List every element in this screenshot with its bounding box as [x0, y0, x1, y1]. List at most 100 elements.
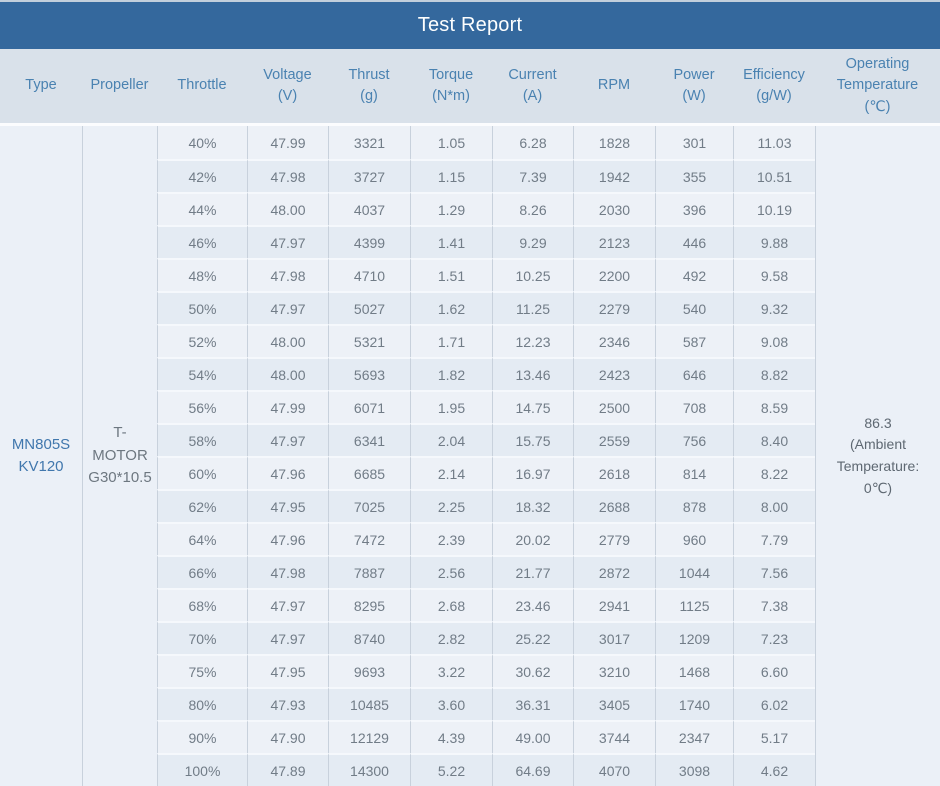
cell-throttle: 60%: [157, 456, 247, 489]
column-header-current: Current (A): [492, 49, 573, 123]
column-header-voltage: Voltage (V): [247, 49, 328, 123]
cell-torque: 3.60: [410, 687, 492, 720]
operating-temperature-line: 86.3: [864, 414, 892, 431]
cell-rpm: 2618: [573, 456, 655, 489]
cell-current: 21.77: [492, 555, 573, 588]
cell-torque: 1.05: [410, 126, 492, 159]
cell-torque: 3.22: [410, 654, 492, 687]
cell-rpm: 1942: [573, 159, 655, 192]
cell-power: 1044: [655, 555, 733, 588]
cell-throttle: 44%: [157, 192, 247, 225]
cell-thrust: 5027: [328, 291, 410, 324]
column-label: Propeller: [90, 77, 149, 94]
cell-throttle: 58%: [157, 423, 247, 456]
cell-current: 12.23: [492, 324, 573, 357]
column-label: Voltage: [263, 66, 312, 83]
cell-rpm: 2200: [573, 258, 655, 291]
column-header-power: Power (W): [655, 49, 733, 123]
cell-thrust: 10485: [328, 687, 410, 720]
cell-torque: 2.04: [410, 423, 492, 456]
cell-thrust: 6071: [328, 390, 410, 423]
cell-power: 1125: [655, 588, 733, 621]
cell-thrust: 4710: [328, 258, 410, 291]
cell-current: 36.31: [492, 687, 573, 720]
propeller-line: MOTOR: [92, 446, 148, 464]
cell-throttle: 52%: [157, 324, 247, 357]
operating-temperature-line: (Ambient: [849, 436, 907, 453]
cell-thrust: 3321: [328, 126, 410, 159]
cell-voltage: 47.99: [247, 126, 328, 159]
cell-efficiency: 7.38: [733, 588, 815, 621]
cell-current: 6.28: [492, 126, 573, 159]
cell-efficiency: 5.17: [733, 720, 815, 753]
cell-rpm: 3017: [573, 621, 655, 654]
cell-voltage: 47.97: [247, 621, 328, 654]
cell-rpm: 2688: [573, 489, 655, 522]
cell-throttle: 68%: [157, 588, 247, 621]
column-unit: (℃): [864, 98, 891, 115]
cell-current: 16.97: [492, 456, 573, 489]
cell-efficiency: 7.79: [733, 522, 815, 555]
column-unit: (W): [682, 88, 706, 104]
cell-voltage: 47.98: [247, 159, 328, 192]
cell-efficiency: 8.40: [733, 423, 815, 456]
column-label: Thrust: [348, 66, 390, 83]
cell-power: 1740: [655, 687, 733, 720]
column-unit: (N*m): [432, 88, 470, 104]
column-label: Torque: [428, 66, 474, 83]
type-line: KV120: [18, 458, 64, 475]
cell-torque: 2.39: [410, 522, 492, 555]
cell-efficiency: 10.51: [733, 159, 815, 192]
table-header-row: Type Propeller Throttle Voltage (V) Thru…: [0, 49, 940, 123]
operating-temperature-line: Temperature:: [836, 458, 920, 474]
cell-voltage: 47.97: [247, 423, 328, 456]
cell-power: 492: [655, 258, 733, 291]
cell-throttle: 48%: [157, 258, 247, 291]
cell-rpm: 2941: [573, 588, 655, 621]
cell-thrust: 4037: [328, 192, 410, 225]
column-label: Current: [508, 66, 557, 83]
cell-rpm: 2030: [573, 192, 655, 225]
column-header-torque: Torque (N*m): [410, 49, 492, 123]
cell-throttle: 50%: [157, 291, 247, 324]
cell-voltage: 47.95: [247, 489, 328, 522]
cell-power: 756: [655, 423, 733, 456]
cell-throttle: 75%: [157, 654, 247, 687]
cell-rpm: 3405: [573, 687, 655, 720]
cell-efficiency: 8.00: [733, 489, 815, 522]
cell-thrust: 8295: [328, 588, 410, 621]
cell-current: 10.25: [492, 258, 573, 291]
cell-thrust: 4399: [328, 225, 410, 258]
cell-voltage: 48.00: [247, 324, 328, 357]
cell-thrust: 8740: [328, 621, 410, 654]
cell-thrust: 5321: [328, 324, 410, 357]
column-header-throttle: Throttle: [157, 49, 247, 123]
cell-voltage: 47.98: [247, 258, 328, 291]
cell-throttle: 40%: [157, 126, 247, 159]
cell-rpm: 2872: [573, 555, 655, 588]
cell-torque: 1.41: [410, 225, 492, 258]
measurement-grid: 40% 47.99 3321 1.05 6.28 1828 301 11.03 42% 47.98…: [157, 126, 815, 786]
cell-thrust: 12129: [328, 720, 410, 753]
column-header-efficiency: Efficiency (g/W): [733, 49, 815, 123]
cell-rpm: 2779: [573, 522, 655, 555]
column-unit: (A): [522, 88, 543, 104]
cell-rpm: 1828: [573, 126, 655, 159]
cell-torque: 2.56: [410, 555, 492, 588]
cell-voltage: 47.99: [247, 390, 328, 423]
cell-voltage: 47.93: [247, 687, 328, 720]
operating-temperature-cell: 86.3 (Ambient Temperature: 0℃): [815, 126, 940, 786]
cell-throttle: 70%: [157, 621, 247, 654]
type-cell: MN805S KV120: [0, 126, 82, 786]
cell-torque: 1.71: [410, 324, 492, 357]
page-title: Test Report: [417, 14, 523, 36]
cell-throttle: 90%: [157, 720, 247, 753]
cell-voltage: 47.97: [247, 588, 328, 621]
cell-throttle: 42%: [157, 159, 247, 192]
cell-thrust: 7887: [328, 555, 410, 588]
cell-efficiency: 7.23: [733, 621, 815, 654]
column-unit: (g/W): [756, 88, 792, 104]
cell-torque: 4.39: [410, 720, 492, 753]
cell-voltage: 47.90: [247, 720, 328, 753]
cell-current: 14.75: [492, 390, 573, 423]
